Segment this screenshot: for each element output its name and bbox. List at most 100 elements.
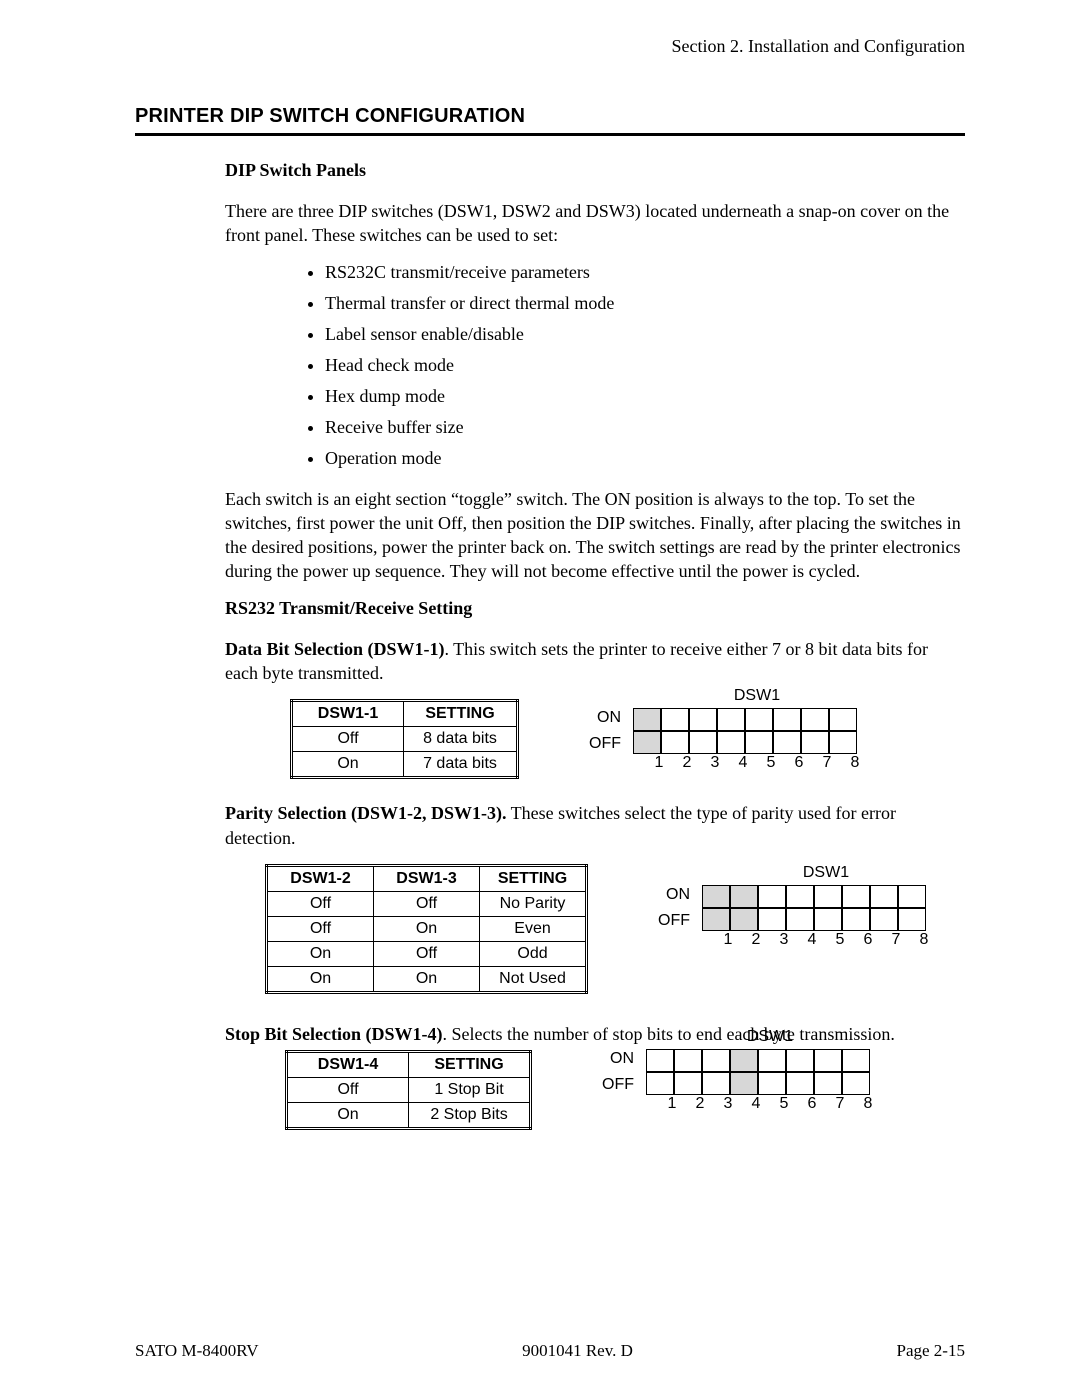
list-item: RS232C transmit/receive parameters: [325, 262, 965, 283]
table-stopbit: DSW1-4SETTINGOff1 Stop BitOn2 Stop Bits: [285, 1050, 532, 1130]
dip-cell: [758, 1049, 786, 1072]
dip-cell: [786, 885, 814, 908]
dip-cell: [702, 1072, 730, 1095]
dip-number: 6: [785, 754, 813, 772]
table-cell: 8 data bits: [404, 727, 518, 752]
dip-number: 1: [714, 931, 742, 949]
dip-cell: [646, 1072, 674, 1095]
table-cell: Off: [267, 891, 374, 916]
page-footer: SATO M-8400RV 9001041 Rev. D Page 2-15: [135, 1341, 965, 1361]
dip-number: 4: [742, 1095, 770, 1113]
table-cell: No Parity: [480, 891, 587, 916]
table-header: SETTING: [404, 701, 518, 727]
table-header: SETTING: [480, 865, 587, 891]
dip-cell: [842, 908, 870, 931]
dip-number: 1: [645, 754, 673, 772]
dip-cell: [633, 731, 661, 754]
table-databit: DSW1-1SETTINGOff8 data bitsOn7 data bits: [290, 699, 519, 779]
dip-cell: [801, 731, 829, 754]
dip-cell: [674, 1049, 702, 1072]
dip-cell: [814, 908, 842, 931]
dip-cell: [730, 885, 758, 908]
dip-cell: [661, 708, 689, 731]
dip-cell: [814, 1072, 842, 1095]
databit-label: Data Bit Selection (DSW1-1): [225, 639, 444, 659]
parity-paragraph: Parity Selection (DSW1-2, DSW1-3). These…: [225, 801, 965, 850]
table-cell: 2 Stop Bits: [409, 1103, 531, 1129]
page-title: PRINTER DIP SWITCH CONFIGURATION: [135, 105, 965, 136]
dip-cell: [730, 908, 758, 931]
after-list-paragraph: Each switch is an eight section “toggle”…: [225, 487, 965, 584]
dip-diagram-3: DSW1ONOFF12345678: [602, 1028, 882, 1113]
dip-on-label: ON: [597, 709, 621, 727]
dip-on-label: ON: [666, 886, 690, 904]
dip-off-label: OFF: [602, 1076, 634, 1094]
list-item: Operation mode: [325, 448, 965, 469]
table-cell: Not Used: [480, 966, 587, 992]
dip-cell: [829, 731, 857, 754]
dip-cell: [786, 1072, 814, 1095]
dip-cell: [717, 708, 745, 731]
dip-cell: [758, 908, 786, 931]
table-cell: Odd: [480, 941, 587, 966]
dip-cell: [702, 1049, 730, 1072]
table-cell: Even: [480, 916, 587, 941]
table-cell: 1 Stop Bit: [409, 1078, 531, 1103]
table-cell: Off: [287, 1078, 409, 1103]
dip-number: 2: [673, 754, 701, 772]
bullet-list: RS232C transmit/receive parametersTherma…: [225, 262, 965, 469]
table-cell: 7 data bits: [404, 752, 518, 778]
dip-cell: [842, 1072, 870, 1095]
dip-number: 2: [686, 1095, 714, 1113]
table-cell: Off: [374, 891, 480, 916]
table-header: DSW1-4: [287, 1052, 409, 1078]
dip-cell: [689, 708, 717, 731]
dip-number: 7: [882, 931, 910, 949]
table-cell: Off: [267, 916, 374, 941]
list-item: Receive buffer size: [325, 417, 965, 438]
table-cell: Off: [374, 941, 480, 966]
table-cell: On: [267, 966, 374, 992]
dip-cell: [801, 708, 829, 731]
dip-cell: [829, 708, 857, 731]
databit-paragraph: Data Bit Selection (DSW1-1). This switch…: [225, 637, 965, 686]
dip-title: DSW1: [645, 687, 869, 705]
dip-number: 8: [910, 931, 938, 949]
dip-cell: [870, 908, 898, 931]
dip-title: DSW1: [714, 864, 938, 882]
list-item: Head check mode: [325, 355, 965, 376]
dip-cell: [870, 885, 898, 908]
dip-cell: [702, 885, 730, 908]
table-row: OffOffNo Parity: [267, 891, 587, 916]
dip-cell: [745, 731, 773, 754]
table-cell: On: [292, 752, 404, 778]
dip-number: 4: [729, 754, 757, 772]
table-row: Off1 Stop Bit: [287, 1078, 531, 1103]
table-header: DSW1-2: [267, 865, 374, 891]
dip-number: 6: [854, 931, 882, 949]
table-cell: On: [287, 1103, 409, 1129]
table-cell: On: [374, 916, 480, 941]
footer-right: Page 2-15: [897, 1341, 965, 1361]
intro-paragraph: There are three DIP switches (DSW1, DSW2…: [225, 199, 965, 248]
table-row: OnOnNot Used: [267, 966, 587, 992]
table-row: Off8 data bits: [292, 727, 518, 752]
dip-cell: [898, 885, 926, 908]
dip-cell: [898, 908, 926, 931]
dip-number: 3: [701, 754, 729, 772]
dip-number: 3: [714, 1095, 742, 1113]
table-cell: On: [267, 941, 374, 966]
table-header: SETTING: [409, 1052, 531, 1078]
dip-cell: [814, 1049, 842, 1072]
dip-cell: [717, 731, 745, 754]
table-row: OnOffOdd: [267, 941, 587, 966]
table-cell: Off: [292, 727, 404, 752]
stopbit-label: Stop Bit Selection (DSW1-4): [225, 1024, 443, 1044]
dip-number: 3: [770, 931, 798, 949]
dip-cell: [702, 908, 730, 931]
dip-number: 8: [841, 754, 869, 772]
dip-number: 5: [826, 931, 854, 949]
sub-heading-rs232: RS232 Transmit/Receive Setting: [225, 598, 965, 619]
dip-number: 5: [770, 1095, 798, 1113]
dip-number: 8: [854, 1095, 882, 1113]
